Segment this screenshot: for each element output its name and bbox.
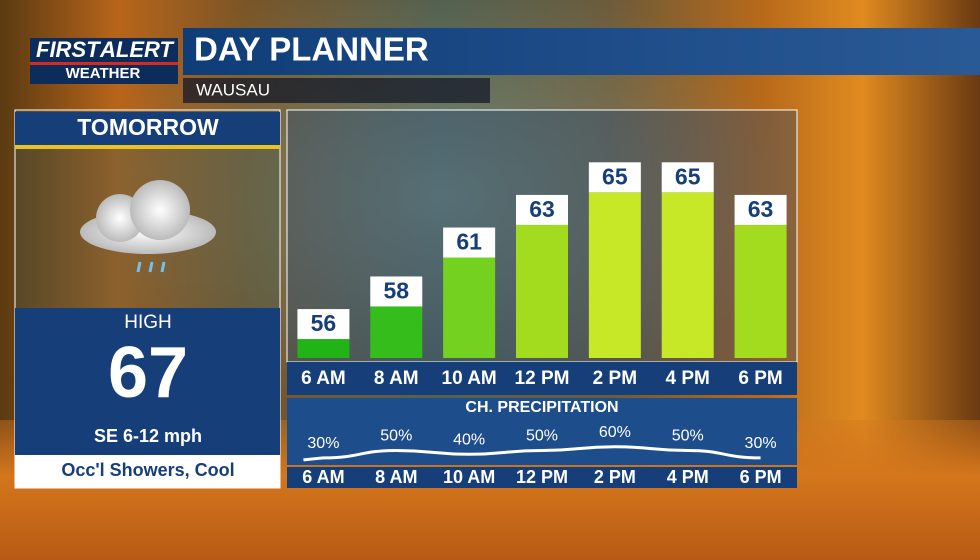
day: TOMORROW	[77, 114, 219, 140]
value-label: 30%	[307, 435, 339, 452]
location-bar	[183, 78, 490, 103]
high-label: HIGH	[124, 312, 172, 333]
x-tick-label: 4 PM	[666, 368, 710, 389]
logo-first: FIRST	[36, 37, 101, 62]
logo-box	[30, 38, 178, 84]
header-title: DAY PLANNER	[194, 31, 429, 68]
wind: SE 6-12 mph	[94, 426, 202, 446]
x-tick-label: 8 AM	[374, 368, 419, 389]
high-value: 67	[108, 333, 188, 413]
precip-title: CH. PRECIPITATION	[465, 399, 618, 416]
value-label: 58	[383, 278, 409, 304]
value-label-box	[297, 309, 350, 340]
header-bar	[183, 28, 980, 75]
value-label-box	[588, 162, 641, 193]
weather-icon	[80, 180, 216, 273]
value-label-box	[661, 162, 714, 193]
x-tick-label: 6 PM	[740, 467, 782, 487]
high-box	[15, 308, 280, 455]
value-label-box	[734, 194, 787, 225]
value-label: 50%	[672, 428, 704, 445]
x-tick-label: 10 AM	[443, 467, 495, 487]
location: WAUSAU	[196, 80, 270, 99]
logo-alert: ALERT	[99, 37, 174, 62]
value-label-box	[370, 276, 423, 307]
x-tick-label: 2 PM	[593, 368, 637, 389]
day-underline	[15, 145, 280, 149]
value-label-box	[443, 227, 496, 258]
precip-axis-band	[287, 467, 797, 488]
value-label: 65	[675, 163, 701, 189]
bar	[661, 192, 714, 358]
bar	[370, 306, 423, 358]
value-label: 60%	[599, 424, 631, 441]
temp-axis-band	[287, 362, 797, 395]
value-label: 63	[529, 196, 555, 222]
bar	[516, 224, 568, 358]
precip-line	[303, 445, 761, 462]
value-label: 65	[602, 163, 628, 189]
x-tick-label: 6 PM	[738, 368, 782, 389]
value-label: 40%	[453, 431, 485, 448]
bar	[734, 224, 787, 358]
x-tick-label: 4 PM	[667, 467, 709, 487]
value-label: 50%	[380, 428, 412, 445]
conditions-box	[15, 455, 280, 488]
value-label: 61	[456, 229, 482, 255]
value-label: 63	[748, 196, 774, 222]
value-label: 30%	[745, 435, 777, 452]
logo-weather: WEATHER	[66, 65, 141, 82]
x-tick-label: 6 AM	[302, 467, 344, 487]
x-tick-label: 10 AM	[442, 368, 497, 389]
x-tick-label: 2 PM	[594, 467, 636, 487]
value-label-box	[516, 194, 568, 225]
x-tick-label: 12 PM	[516, 467, 568, 487]
bar	[297, 339, 350, 358]
x-tick-label: 12 PM	[515, 368, 570, 389]
bar	[443, 257, 496, 358]
day-box	[15, 112, 280, 145]
value-label: 50%	[526, 428, 558, 445]
conditions: Occ'l Showers, Cool	[61, 460, 234, 480]
x-tick-label: 6 AM	[301, 368, 346, 389]
logo-stripe	[30, 62, 178, 65]
value-label: 56	[311, 310, 337, 336]
precip-panel	[287, 398, 797, 465]
x-tick-label: 8 AM	[375, 467, 417, 487]
bar	[588, 192, 641, 358]
